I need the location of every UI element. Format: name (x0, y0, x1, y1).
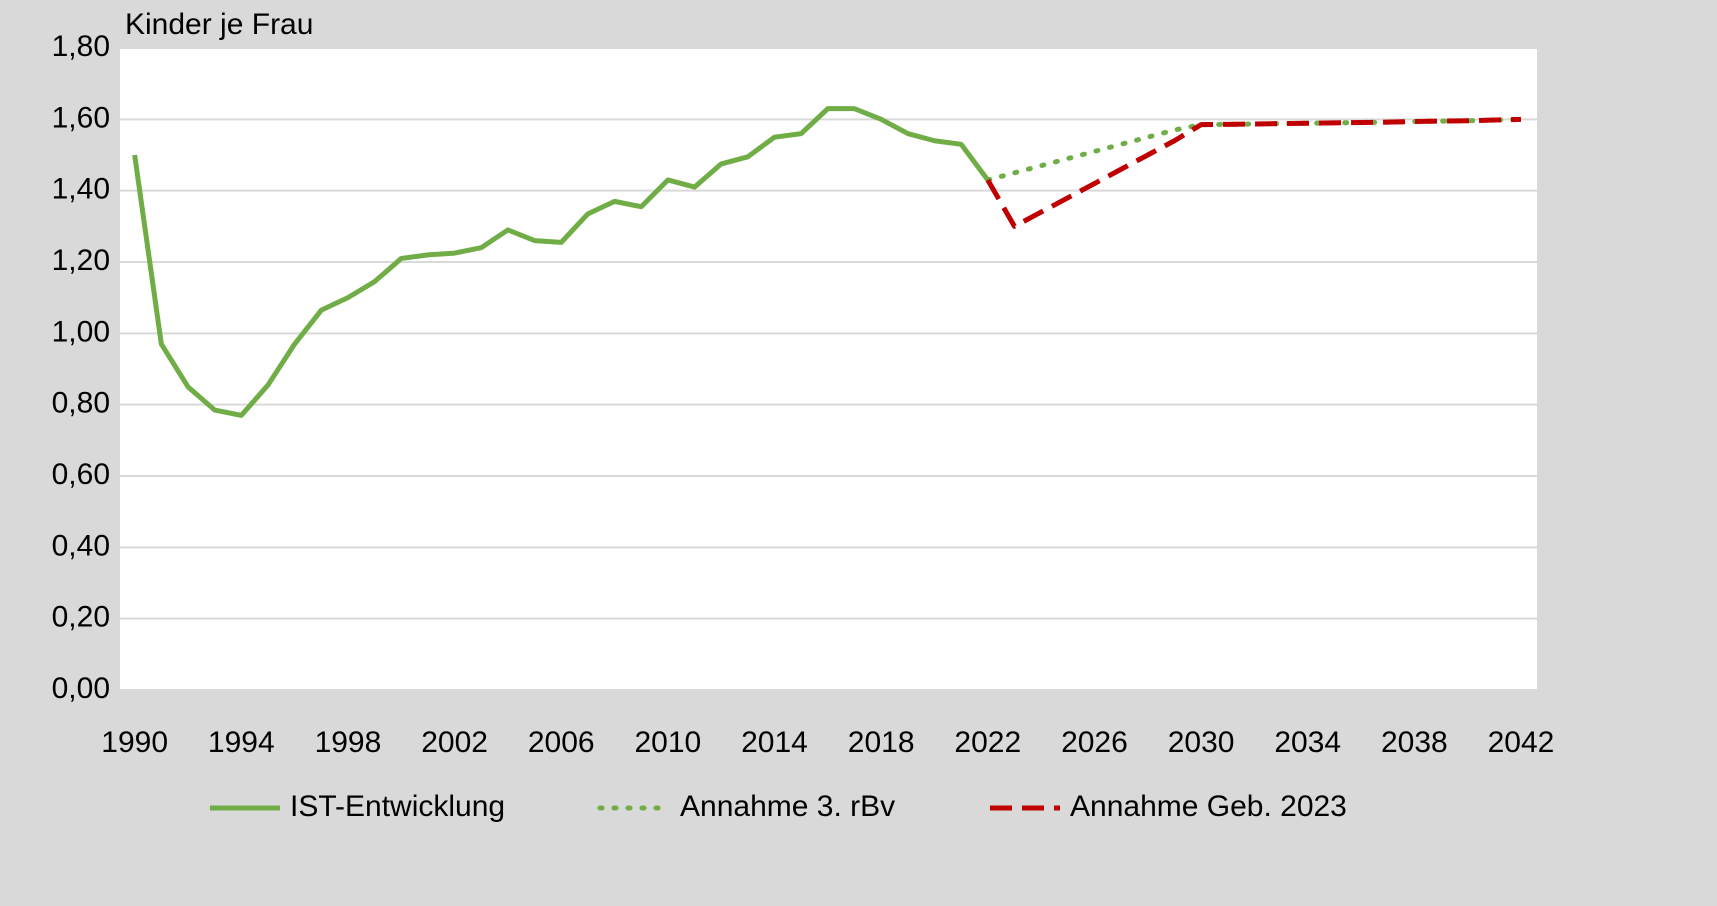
x-tick-label: 2030 (1168, 726, 1235, 759)
x-tick-label: 1998 (315, 726, 382, 759)
y-tick-label: 0,20 (52, 601, 110, 634)
x-tick-label: 2038 (1381, 726, 1448, 759)
series-line (985, 116, 1522, 229)
x-tick-label: 1994 (208, 726, 275, 759)
legend-label: Annahme Geb. 2023 (1070, 790, 1347, 823)
x-tick-label: 2042 (1488, 726, 1555, 759)
x-tick-label: 2014 (741, 726, 808, 759)
plot-area (120, 48, 1537, 690)
legend-label: Annahme 3. rBv (680, 790, 895, 823)
y-tick-label: 1,40 (52, 173, 110, 206)
legend-label: IST-Entwicklung (290, 790, 505, 823)
chart-title: Kinder je Frau (125, 8, 313, 41)
y-tick-label: 0,00 (52, 672, 110, 705)
series-line (132, 106, 990, 418)
x-tick-label: 2006 (528, 726, 595, 759)
y-tick-label: 1,00 (52, 315, 110, 348)
x-tick-label: 2026 (1061, 726, 1128, 759)
y-tick-label: 0,80 (52, 387, 110, 420)
x-tick-label: 2002 (421, 726, 488, 759)
y-tick-label: 1,20 (52, 244, 110, 277)
y-tick-label: 0,60 (52, 458, 110, 491)
y-tick-label: 1,60 (52, 101, 110, 134)
x-tick-label: 2022 (954, 726, 1021, 759)
x-tick-label: 2010 (634, 726, 701, 759)
y-tick-label: 0,40 (52, 529, 110, 562)
x-tick-label: 2034 (1274, 726, 1341, 759)
y-tick-label: 1,80 (52, 30, 110, 63)
x-tick-label: 2018 (848, 726, 915, 759)
x-tick-label: 1990 (101, 726, 168, 759)
